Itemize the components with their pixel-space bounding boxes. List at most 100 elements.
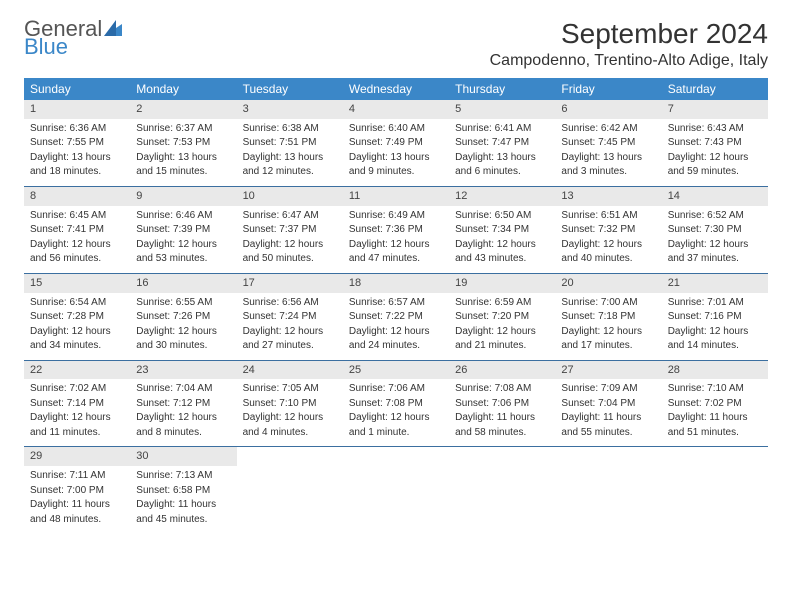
cell-line: Sunset: 7:47 PM — [455, 136, 549, 150]
calendar-cell: 12Sunrise: 6:50 AMSunset: 7:34 PMDayligh… — [449, 187, 555, 273]
cell-line: Daylight: 13 hours — [455, 151, 549, 165]
dayname: Sunday — [24, 78, 130, 100]
cell-line: Sunrise: 7:06 AM — [349, 382, 443, 396]
cell-line: Sunset: 7:51 PM — [243, 136, 337, 150]
cell-line: Daylight: 12 hours — [455, 325, 549, 339]
calendar-cell: 26Sunrise: 7:08 AMSunset: 7:06 PMDayligh… — [449, 361, 555, 447]
cell-line: and 48 minutes. — [30, 513, 124, 527]
title-block: September 2024 Campodenno, Trentino-Alto… — [490, 18, 768, 70]
cell-line: Sunset: 7:34 PM — [455, 223, 549, 237]
cell-line: Daylight: 12 hours — [561, 325, 655, 339]
cell-line: Sunset: 7:00 PM — [30, 484, 124, 498]
calendar-cell: 17Sunrise: 6:56 AMSunset: 7:24 PMDayligh… — [237, 274, 343, 360]
cell-content: Sunrise: 7:00 AMSunset: 7:18 PMDaylight:… — [555, 296, 661, 353]
calendar-cell: 9Sunrise: 6:46 AMSunset: 7:39 PMDaylight… — [130, 187, 236, 273]
cell-line: Daylight: 12 hours — [455, 238, 549, 252]
cell-line: Sunset: 7:53 PM — [136, 136, 230, 150]
day-number: 25 — [343, 361, 449, 380]
cell-content: Sunrise: 6:36 AMSunset: 7:55 PMDaylight:… — [24, 122, 130, 179]
cell-line: and 50 minutes. — [243, 252, 337, 266]
cell-content: Sunrise: 6:38 AMSunset: 7:51 PMDaylight:… — [237, 122, 343, 179]
cell-line: Daylight: 12 hours — [136, 325, 230, 339]
cell-line: Daylight: 11 hours — [30, 498, 124, 512]
cell-line: Daylight: 11 hours — [668, 411, 762, 425]
calendar-cell: 23Sunrise: 7:04 AMSunset: 7:12 PMDayligh… — [130, 361, 236, 447]
cell-line: Sunset: 7:45 PM — [561, 136, 655, 150]
day-number: 6 — [555, 100, 661, 119]
calendar-cell — [662, 447, 768, 533]
calendar-cell: 14 Sunrise: 6:52 AMSunset: 7:30 PMDayligh… — [662, 187, 768, 273]
day-number: 8 — [24, 187, 130, 206]
cell-line: and 55 minutes. — [561, 426, 655, 440]
cell-line: and 40 minutes. — [561, 252, 655, 266]
cell-line: Sunrise: 7:05 AM — [243, 382, 337, 396]
calendar-cell: 5Sunrise: 6:41 AMSunset: 7:47 PMDaylight… — [449, 100, 555, 186]
cell-line: and 30 minutes. — [136, 339, 230, 353]
cell-line: Sunset: 7:36 PM — [349, 223, 443, 237]
cell-line: Sunset: 7:32 PM — [561, 223, 655, 237]
cell-line: Sunrise: 6:43 AM — [668, 122, 762, 136]
cell-line: Daylight: 12 hours — [668, 151, 762, 165]
cell-line: Daylight: 12 hours — [243, 238, 337, 252]
day-number: 18 — [343, 274, 449, 293]
cell-line: Sunrise: 7:11 AM — [30, 469, 124, 483]
calendar-cell: 27Sunrise: 7:09 AMSunset: 7:04 PMDayligh… — [555, 361, 661, 447]
cell-line: Sunset: 7:43 PM — [668, 136, 762, 150]
cell-line: and 18 minutes. — [30, 165, 124, 179]
cell-line: Sunset: 7:37 PM — [243, 223, 337, 237]
cell-line: Sunset: 7:12 PM — [136, 397, 230, 411]
cell-line: Sunrise: 7:04 AM — [136, 382, 230, 396]
cell-line: Sunset: 7:10 PM — [243, 397, 337, 411]
cell-line: Daylight: 13 hours — [349, 151, 443, 165]
cell-content: Sunrise: 6:42 AMSunset: 7:45 PMDaylight:… — [555, 122, 661, 179]
cell-line: and 45 minutes. — [136, 513, 230, 527]
cell-line: and 6 minutes. — [455, 165, 549, 179]
cell-line: Sunset: 7:41 PM — [30, 223, 124, 237]
cell-line: Sunrise: 6:52 AM — [668, 209, 762, 223]
cell-line: Sunrise: 7:01 AM — [668, 296, 762, 310]
calendar-cell: 13 Sunrise: 6:51 AMSunset: 7:32 PMDayligh… — [555, 187, 661, 273]
cell-line: Sunrise: 7:00 AM — [561, 296, 655, 310]
day-number: 14 — [662, 187, 768, 206]
cell-line: Sunrise: 6:59 AM — [455, 296, 549, 310]
cell-line: Daylight: 12 hours — [136, 411, 230, 425]
day-number: 17 — [237, 274, 343, 293]
cell-line: Sunset: 7:18 PM — [561, 310, 655, 324]
cell-line: Daylight: 12 hours — [668, 325, 762, 339]
calendar-cell: 11Sunrise: 6:49 AMSunset: 7:36 PMDayligh… — [343, 187, 449, 273]
day-number: 15 — [24, 274, 130, 293]
day-number: 7 — [662, 100, 768, 119]
cell-line: and 8 minutes. — [136, 426, 230, 440]
cell-content: Sunrise: 6:52 AMSunset: 7:30 PMDaylight:… — [662, 209, 768, 266]
cell-line: Sunrise: 6:50 AM — [455, 209, 549, 223]
cell-content: Sunrise: 7:09 AMSunset: 7:04 PMDaylight:… — [555, 382, 661, 439]
cell-line: Sunrise: 6:51 AM — [561, 209, 655, 223]
cell-content: Sunrise: 7:13 AMSunset: 6:58 PMDaylight:… — [130, 469, 236, 526]
day-number: 22 — [24, 361, 130, 380]
cell-content: Sunrise: 6:51 AMSunset: 7:32 PMDaylight:… — [555, 209, 661, 266]
cell-line: and 17 minutes. — [561, 339, 655, 353]
cell-line: and 1 minute. — [349, 426, 443, 440]
day-number: 4 — [343, 100, 449, 119]
calendar-cell: 30Sunrise: 7:13 AMSunset: 6:58 PMDayligh… — [130, 447, 236, 533]
cell-line: and 21 minutes. — [455, 339, 549, 353]
cell-line: Sunrise: 6:37 AM — [136, 122, 230, 136]
cell-content: Sunrise: 7:10 AMSunset: 7:02 PMDaylight:… — [662, 382, 768, 439]
cell-line: Daylight: 12 hours — [561, 238, 655, 252]
calendar-cell: 24Sunrise: 7:05 AMSunset: 7:10 PMDayligh… — [237, 361, 343, 447]
cell-line: and 3 minutes. — [561, 165, 655, 179]
cell-line: Daylight: 12 hours — [30, 238, 124, 252]
cell-line: Daylight: 12 hours — [349, 325, 443, 339]
cell-line: Sunset: 7:02 PM — [668, 397, 762, 411]
cell-content: Sunrise: 7:08 AMSunset: 7:06 PMDaylight:… — [449, 382, 555, 439]
day-number: 13 — [555, 187, 661, 206]
week-row: 1Sunrise: 6:36 AMSunset: 7:55 PMDaylight… — [24, 100, 768, 187]
cell-line: Sunrise: 6:40 AM — [349, 122, 443, 136]
day-number: 19 — [449, 274, 555, 293]
calendar-cell: 10Sunrise: 6:47 AMSunset: 7:37 PMDayligh… — [237, 187, 343, 273]
cell-line: Daylight: 13 hours — [243, 151, 337, 165]
cell-line: and 56 minutes. — [30, 252, 124, 266]
day-number: 21 — [662, 274, 768, 293]
calendar-cell — [343, 447, 449, 533]
day-number: 5 — [449, 100, 555, 119]
